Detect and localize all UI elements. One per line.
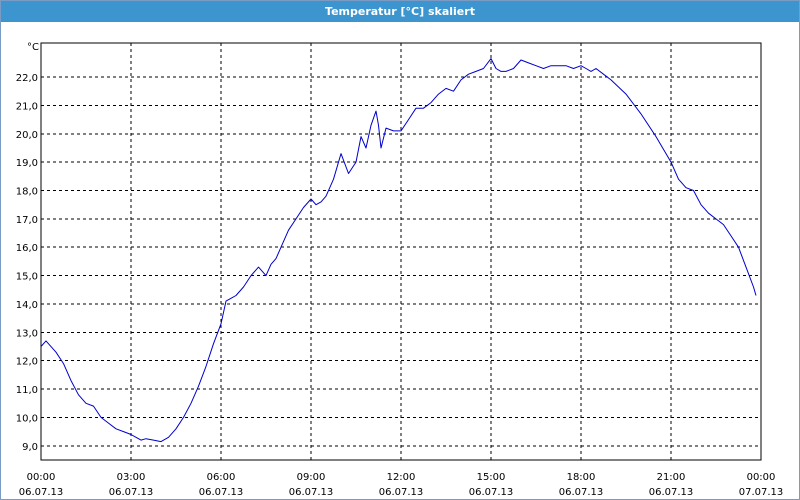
y-tick-label: 16,0	[16, 243, 38, 254]
x-tick-date-label: 06.07.13	[289, 487, 334, 498]
x-tick-time-label: 21:00	[657, 472, 686, 483]
x-tick-date-label: 06.07.13	[19, 487, 64, 498]
y-tick-label: 20,0	[16, 130, 38, 141]
x-tick-date-label: 06.07.13	[109, 487, 154, 498]
x-tick-date-label: 06.07.13	[649, 487, 694, 498]
x-tick-time-label: 09:00	[297, 472, 326, 483]
x-tick-time-label: 12:00	[387, 472, 416, 483]
y-tick-label: 19,0	[16, 158, 38, 169]
y-tick-label: 12,0	[16, 357, 38, 368]
window-title: Temperatur [°C] skaliert	[1, 1, 799, 22]
y-tick-label: 13,0	[16, 328, 38, 339]
temperature-series-line	[40, 58, 757, 443]
y-tick-label: 10,0	[16, 413, 38, 424]
x-tick-time-label: 15:00	[477, 472, 506, 483]
x-tick-date-label: 06.07.13	[559, 487, 604, 498]
plot-frame	[40, 42, 762, 461]
y-axis-label: °C	[27, 42, 39, 53]
x-tick-date-label: 07.07.13	[739, 487, 784, 498]
y-tick-label: 18,0	[16, 187, 38, 198]
x-tick-time-label: 06:00	[207, 472, 236, 483]
x-tick-time-label: 00:00	[27, 472, 56, 483]
y-tick-label: 17,0	[16, 215, 38, 226]
x-tick-date-label: 06.07.13	[199, 487, 244, 498]
x-tick-time-label: 03:00	[117, 472, 146, 483]
y-tick-label: 14,0	[16, 300, 38, 311]
y-tick-label: 9,0	[22, 442, 38, 453]
y-tick-label: 15,0	[16, 272, 38, 283]
y-tick-label: 11,0	[16, 385, 38, 396]
x-tick-time-label: 18:00	[567, 472, 596, 483]
y-tick-label: 22,0	[16, 73, 38, 84]
x-tick-date-label: 06.07.13	[469, 487, 514, 498]
x-tick-time-label: 00:00	[747, 472, 776, 483]
x-tick-date-label: 06.07.13	[379, 487, 424, 498]
y-tick-label: 21,0	[16, 101, 38, 112]
